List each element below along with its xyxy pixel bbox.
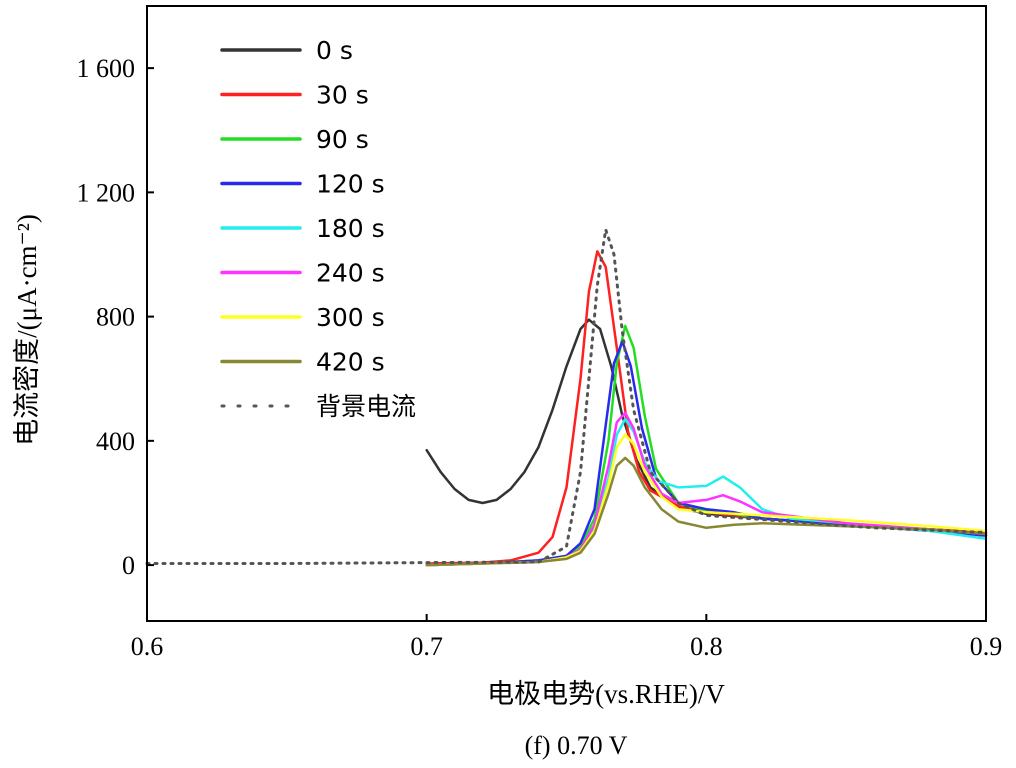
- x-axis-label: 电极电势(vs.RHE)/V: [487, 679, 725, 709]
- series-line-8: [145, 228, 988, 565]
- y-axis-ticks: 0 400 800 1 200 1 600: [77, 54, 154, 580]
- series-line-4: [425, 417, 988, 567]
- figure-caption: (f) 0.70 V: [525, 731, 628, 760]
- x-tick-label: 0.9: [970, 632, 1003, 661]
- x-axis-ticks: 0.6 0.7 0.8 0.9: [131, 614, 1003, 661]
- legend-label-bg: 背景电流: [316, 392, 416, 421]
- legend: 0 s 30 s 90 s 120 s 180 s 240 s 300 s 420 s 背景电流: [220, 36, 416, 421]
- y-tick-label: 0: [122, 551, 135, 580]
- y-tick-label: 1 600: [77, 54, 136, 83]
- x-tick-label: 0.8: [690, 632, 723, 661]
- legend-label-240-s: 240 s: [316, 259, 385, 288]
- x-tick-label: 0.7: [410, 632, 443, 661]
- legend-label-90-s: 90 s: [316, 125, 369, 154]
- legend-label-30-s: 30 s: [316, 81, 369, 110]
- series-line-3: [425, 340, 988, 567]
- y-tick-label: 1 200: [77, 178, 136, 207]
- legend-label-420-s: 420 s: [316, 348, 385, 377]
- y-axis-label: 电流密度/(μA·cm⁻²): [12, 214, 42, 446]
- legend-label-180-s: 180 s: [316, 214, 385, 243]
- series-line-7: [425, 456, 988, 567]
- series-line-1: [425, 250, 988, 565]
- legend-label-300-s: 300 s: [316, 303, 385, 332]
- legend-label-0-s: 0 s: [316, 36, 353, 65]
- series-line-6: [425, 433, 988, 567]
- legend-label-120-s: 120 s: [316, 170, 385, 199]
- plot-frame: [146, 5, 987, 622]
- y-tick-label: 400: [96, 427, 135, 456]
- y-tick-label: 800: [96, 303, 135, 332]
- series-layer: [145, 228, 988, 567]
- x-tick-label: 0.6: [131, 632, 164, 661]
